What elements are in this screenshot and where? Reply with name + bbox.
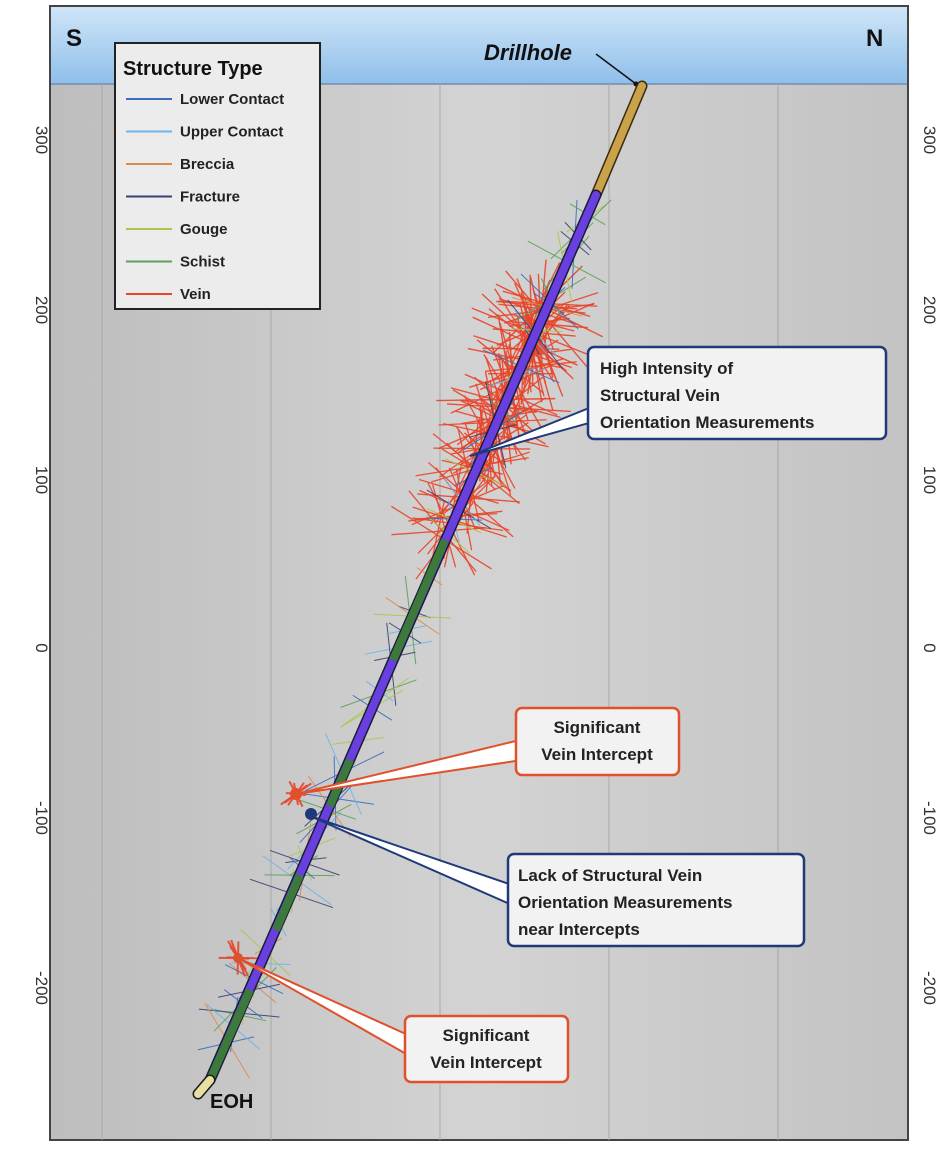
callout-box	[506, 852, 806, 948]
structure-tick	[461, 422, 529, 465]
axis-tick-label: -200	[32, 971, 51, 1005]
eoh-label: EOH	[210, 1091, 253, 1113]
structure-tick	[482, 347, 560, 350]
callout-line: Orientation Measurements	[518, 893, 732, 912]
structure-tick	[419, 489, 510, 532]
callout-line: Significant	[554, 718, 641, 737]
collar-segment	[592, 82, 646, 199]
callout-line: Orientation Measurements	[600, 413, 814, 432]
axis-tick-label: -200	[920, 971, 939, 1005]
callout-intercept-upper: Significant Vein Intercept	[514, 706, 681, 777]
callout-line: near Intercepts	[518, 920, 640, 939]
legend-title: Structure Type	[123, 58, 263, 80]
callout-line: High Intensity of	[600, 359, 734, 378]
callout-high-intensity: High Intensity of Structural Vein Orient…	[586, 345, 888, 441]
axis-tick-label: 200	[920, 296, 939, 324]
callout-line: Significant	[443, 1026, 530, 1045]
legend-item-label: Schist	[180, 254, 225, 271]
right-elevation-axis: 300 200 100 0 -100 -200	[920, 126, 939, 1005]
legend-item-label: Fracture	[180, 189, 240, 206]
callout-leaders	[233, 400, 606, 1057]
drillhole-trace	[192, 80, 648, 1100]
structure-tick	[412, 506, 507, 538]
callout-box	[514, 706, 681, 777]
drillhole-leader	[595, 53, 637, 85]
schist-segment	[206, 988, 254, 1082]
callout-intercept-lower: Significant Vein Intercept	[403, 1014, 570, 1084]
legend-box	[114, 42, 321, 310]
axis-tick-label: 0	[920, 643, 939, 652]
axis-tick-label: 0	[32, 643, 51, 652]
schist-segment	[389, 538, 449, 662]
axis-tick-label: -100	[32, 801, 51, 835]
callout-box	[403, 1014, 570, 1084]
structure-tick	[494, 288, 555, 383]
axis-tick-label: 200	[32, 296, 51, 324]
legend-item-label: Vein	[180, 286, 211, 303]
legend: Structure Type Lower Contact Upper Contac…	[114, 42, 321, 310]
structure-tick	[499, 354, 542, 428]
lack-marker	[305, 808, 317, 820]
callout-lack: Lack of Structural Vein Orientation Meas…	[506, 852, 806, 948]
legend-item-label: Lower Contact	[180, 91, 284, 108]
axis-tick-label: 300	[920, 126, 939, 154]
eoh-cap	[194, 1076, 214, 1098]
intercept-lower-marker	[233, 953, 243, 963]
structure-tick	[391, 527, 486, 536]
structure-tick	[480, 398, 527, 461]
callout-line: Lack of Structural Vein	[518, 866, 702, 885]
axis-tick-label: -100	[920, 801, 939, 835]
intercept-upper-marker	[290, 788, 302, 800]
structure-tick	[408, 490, 477, 572]
compass-north: N	[866, 25, 883, 52]
legend-item-label: Gouge	[180, 221, 228, 238]
compass-south: S	[66, 25, 82, 52]
callout-line: Vein Intercept	[430, 1053, 542, 1072]
legend-item-label: Breccia	[180, 156, 235, 173]
schist-segment	[272, 873, 304, 932]
drillhole-label: Drillhole	[484, 40, 572, 65]
left-elevation-axis: 300 200 100 0 -100 -200	[32, 126, 51, 1005]
callout-line: Structural Vein	[600, 386, 720, 405]
axis-tick-label: 300	[32, 126, 51, 154]
axis-tick-label: 100	[920, 466, 939, 494]
callout-box	[586, 345, 888, 441]
callout-line: Vein Intercept	[541, 745, 653, 764]
legend-item-label: Upper Contact	[180, 124, 283, 141]
legend-items: Lower Contact Upper Contact Breccia Fractur…	[126, 91, 284, 303]
axis-tick-label: 100	[32, 466, 51, 494]
